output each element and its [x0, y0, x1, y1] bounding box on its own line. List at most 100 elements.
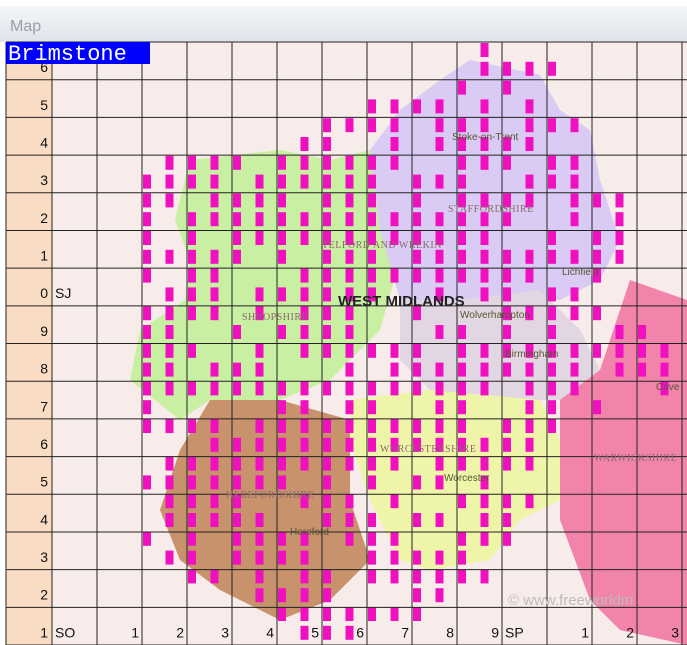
record-dot	[300, 607, 309, 621]
record-dot	[660, 362, 669, 377]
record-dot	[300, 268, 309, 283]
record-dot	[458, 419, 466, 433]
record-dot	[480, 513, 489, 527]
record-dot	[525, 268, 534, 283]
record-dot	[458, 118, 466, 133]
record-dot	[548, 325, 556, 339]
record-dot	[323, 155, 331, 170]
record-dot	[503, 193, 511, 208]
record-dot	[480, 137, 489, 151]
record-dot	[143, 419, 151, 433]
record-dot	[233, 362, 241, 377]
record-dot	[480, 118, 489, 133]
record-dot	[278, 287, 286, 302]
record-dot	[435, 287, 444, 302]
record-dot	[503, 362, 511, 377]
record-dot	[413, 193, 421, 208]
record-dot	[165, 249, 174, 264]
record-dot	[188, 550, 196, 565]
column-label: 2	[626, 624, 634, 640]
record-dot	[323, 118, 331, 133]
record-dot	[323, 513, 331, 527]
record-dot	[255, 513, 264, 527]
record-dot	[345, 531, 354, 546]
record-dot	[143, 231, 151, 245]
record-dot	[165, 456, 174, 471]
record-dot	[390, 268, 399, 283]
record-dot	[165, 174, 174, 189]
row-label: 6	[40, 59, 48, 75]
record-dot	[458, 343, 466, 358]
record-dot	[345, 456, 354, 471]
record-dot	[300, 531, 309, 546]
record-dot	[413, 268, 421, 283]
column-label: 9	[491, 624, 499, 640]
record-dot	[435, 456, 444, 471]
grid-letters: SJ	[55, 285, 71, 301]
record-dot	[323, 306, 331, 321]
record-dot	[503, 531, 511, 546]
record-dot	[615, 193, 624, 208]
record-dot	[368, 99, 376, 114]
record-dot	[278, 193, 286, 208]
record-dot	[255, 174, 264, 189]
row-label: 1	[40, 248, 48, 264]
record-dot	[413, 607, 421, 621]
record-dot	[503, 437, 511, 452]
record-dot	[435, 99, 444, 114]
record-dot	[210, 437, 219, 452]
record-dot	[368, 231, 376, 245]
record-dot	[413, 174, 421, 189]
record-dot	[480, 61, 489, 76]
record-dot	[458, 400, 466, 415]
row-label: 6	[40, 436, 48, 452]
county-label: TELFORD AND WREKIN	[322, 240, 442, 251]
column-label: 3	[671, 624, 679, 640]
record-dot	[435, 268, 444, 283]
record-dot	[525, 249, 534, 264]
record-dot	[548, 362, 556, 377]
record-dot	[345, 287, 354, 302]
herefordshire	[160, 400, 370, 620]
record-dot	[255, 550, 264, 565]
record-dot	[300, 588, 309, 603]
record-dot	[300, 569, 309, 584]
record-dot	[480, 362, 489, 377]
record-dot	[323, 456, 331, 471]
region-label: WEST MIDLANDS	[338, 293, 465, 310]
record-dot	[548, 231, 556, 245]
record-dot	[435, 137, 444, 151]
title-bar	[0, 6, 687, 42]
record-dot	[210, 306, 219, 321]
record-dot	[278, 155, 286, 170]
record-dot	[278, 550, 286, 565]
record-dot	[638, 325, 646, 339]
record-dot	[300, 287, 309, 302]
record-dot	[548, 419, 556, 433]
column-label: 8	[446, 624, 454, 640]
record-dot	[548, 155, 556, 170]
record-dot	[300, 494, 309, 509]
record-dot	[255, 569, 264, 584]
record-dot	[458, 137, 466, 151]
record-dot	[210, 419, 219, 433]
record-dot	[368, 456, 376, 471]
record-dot	[210, 268, 219, 283]
record-dot	[435, 231, 444, 245]
record-dot	[480, 494, 489, 509]
species-box	[6, 42, 150, 64]
record-dot	[480, 193, 489, 208]
town-label: Wolverhampton	[460, 310, 530, 321]
record-dot	[345, 362, 354, 377]
record-dot	[480, 381, 489, 396]
record-dot	[480, 437, 489, 452]
record-dot	[548, 400, 556, 415]
record-dot	[188, 174, 196, 189]
record-dot	[323, 475, 331, 490]
record-dot	[435, 249, 444, 264]
record-dot	[345, 249, 354, 264]
record-dot	[480, 231, 489, 245]
record-dot	[210, 362, 219, 377]
